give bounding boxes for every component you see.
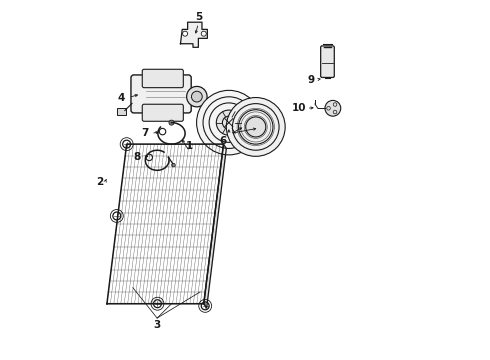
Circle shape <box>232 104 279 150</box>
Circle shape <box>201 31 206 36</box>
Circle shape <box>216 110 242 135</box>
FancyBboxPatch shape <box>320 46 334 77</box>
Circle shape <box>226 98 285 156</box>
Circle shape <box>196 90 261 155</box>
FancyBboxPatch shape <box>131 75 191 113</box>
Polygon shape <box>204 144 226 308</box>
Circle shape <box>187 86 207 107</box>
Text: 5: 5 <box>195 12 202 22</box>
Circle shape <box>222 116 235 129</box>
Text: 8: 8 <box>134 152 141 162</box>
Circle shape <box>245 117 266 137</box>
Circle shape <box>169 120 174 125</box>
Circle shape <box>325 100 341 116</box>
Text: 2: 2 <box>96 177 103 187</box>
Circle shape <box>183 31 188 36</box>
Text: 9: 9 <box>308 75 315 85</box>
FancyBboxPatch shape <box>142 104 183 121</box>
Circle shape <box>172 163 175 167</box>
FancyBboxPatch shape <box>142 69 183 87</box>
Circle shape <box>239 110 273 144</box>
Text: 1: 1 <box>186 141 193 151</box>
Text: 3: 3 <box>153 320 161 330</box>
Circle shape <box>192 91 202 102</box>
Bar <box>117 108 126 115</box>
Circle shape <box>203 97 255 148</box>
Text: 6: 6 <box>220 136 227 145</box>
Text: 7: 7 <box>141 129 148 138</box>
Text: 10: 10 <box>292 103 306 113</box>
Circle shape <box>209 103 248 142</box>
Polygon shape <box>180 22 207 47</box>
Text: 4: 4 <box>118 93 125 103</box>
